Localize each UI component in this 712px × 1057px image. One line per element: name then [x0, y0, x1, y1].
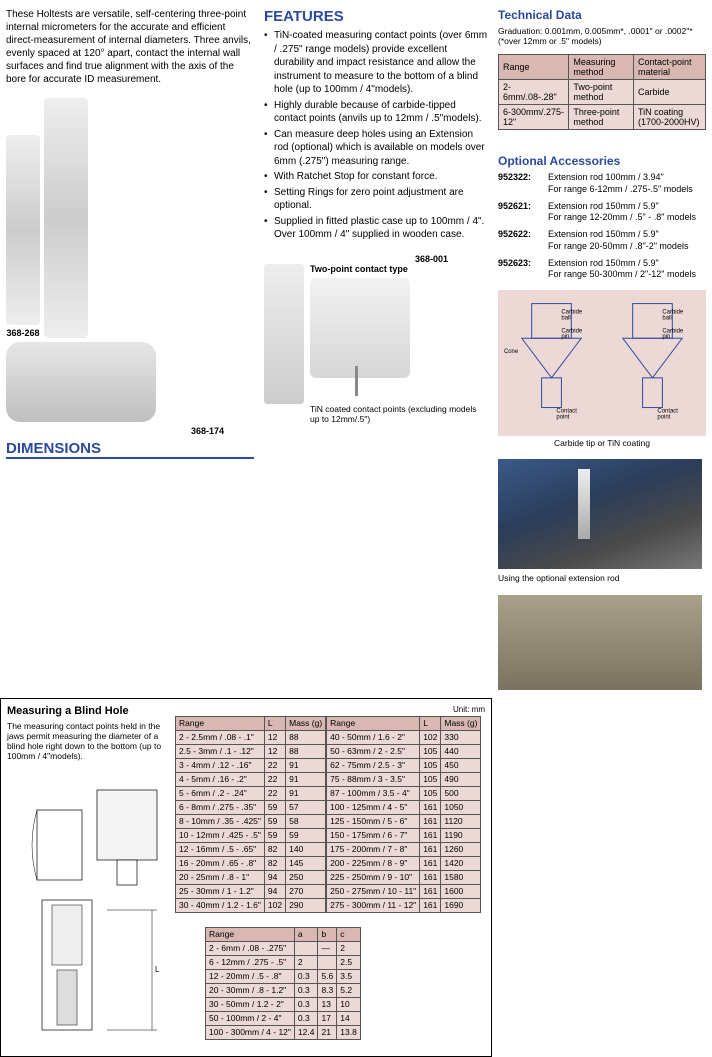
accessories-list: 952322:Extension rod 100mm / 3.94"For ra… [498, 172, 706, 280]
two-point-label: Two-point contact type [310, 264, 488, 274]
tech-data-table: RangeMeasuring methodContact-point mater… [498, 54, 706, 130]
feature-item: TiN-coated measuring contact points (ove… [264, 29, 488, 97]
blind-hole-diagram: L [7, 770, 167, 1050]
photo-extension-rod [498, 459, 702, 569]
accessory-item: 952621:Extension rod 150mm / 5.9"For ran… [498, 201, 706, 224]
svg-text:pin: pin [561, 335, 569, 341]
svg-text:L: L [155, 965, 160, 974]
dimensions-header: DIMENSIONS [6, 440, 254, 459]
svg-text:point: point [556, 415, 569, 421]
accessory-item: 952623:Extension rod 150mm / 5.9"For ran… [498, 258, 706, 281]
feature-item: With Ratchet Stop for constant force. [264, 170, 488, 184]
svg-text:pin: pin [662, 335, 670, 341]
tech-data-header: Technical Data [498, 8, 706, 22]
micrometer-base-image [6, 342, 156, 422]
tech-data-sub: Graduation: 0.001mm, 0.005mm*, .0001" or… [498, 26, 706, 46]
blind-hole-title: Measuring a Blind Hole [7, 705, 167, 717]
intro-text: These Holtests are versatile, self-cente… [6, 8, 254, 86]
features-list: TiN-coated measuring contact points (ove… [264, 29, 488, 242]
accessories-header: Optional Accessories [498, 154, 706, 168]
product1-label: 368-268 [6, 328, 40, 338]
feature-item: Setting Rings for zero point adjustment … [264, 186, 488, 213]
micrometer1-image [6, 135, 40, 325]
dimensions-box: Measuring a Blind Hole The measuring con… [0, 698, 492, 1057]
accessory-item: 952622:Extension rod 150mm / 5.9"For ran… [498, 229, 706, 252]
contact-diagram: Cone Carbideball Carbidepin Contactpoint… [498, 290, 706, 436]
feature-item: Highly durable because of carbide-tipped… [264, 99, 488, 126]
photo-caption: Using the optional extension rod [498, 573, 706, 583]
product3-image [264, 264, 304, 404]
micrometer2-image [44, 98, 88, 338]
tin-caption: TiN coated contact points (excluding mod… [310, 404, 488, 424]
svg-text:ball: ball [662, 316, 671, 322]
product2-label: 368-174 [6, 426, 224, 436]
unit-label: Unit: mm [175, 705, 485, 714]
features-header: FEATURES [264, 8, 488, 25]
product3-label: 368-001 [264, 254, 448, 264]
svg-text:ball: ball [561, 316, 570, 322]
dim-table-abc: Rangeabc2 - 6mm / .08 - .275"—26 - 12mm … [205, 927, 361, 1040]
blind-hole-desc: The measuring contact points held in the… [7, 721, 167, 762]
product-images: 368-268 [6, 98, 254, 338]
two-point-image [310, 278, 410, 378]
dim-table-right: RangeLMass (g)40 - 50mm / 1.6 - 2"102330… [326, 716, 481, 913]
svg-text:Cone: Cone [504, 349, 519, 355]
feature-item: Supplied in fitted plastic case up to 10… [264, 215, 488, 242]
photo-engine-block [498, 595, 702, 690]
svg-text:point: point [657, 415, 670, 421]
accessory-item: 952322:Extension rod 100mm / 3.94"For ra… [498, 172, 706, 195]
dim-table-left: RangeLMass (g)2 - 2.5mm / .08 - .1"12882… [175, 716, 326, 913]
feature-item: Can measure deep holes using an Extensio… [264, 128, 488, 169]
diagram-tip-label: Carbide tip or TiN coating [498, 438, 706, 448]
